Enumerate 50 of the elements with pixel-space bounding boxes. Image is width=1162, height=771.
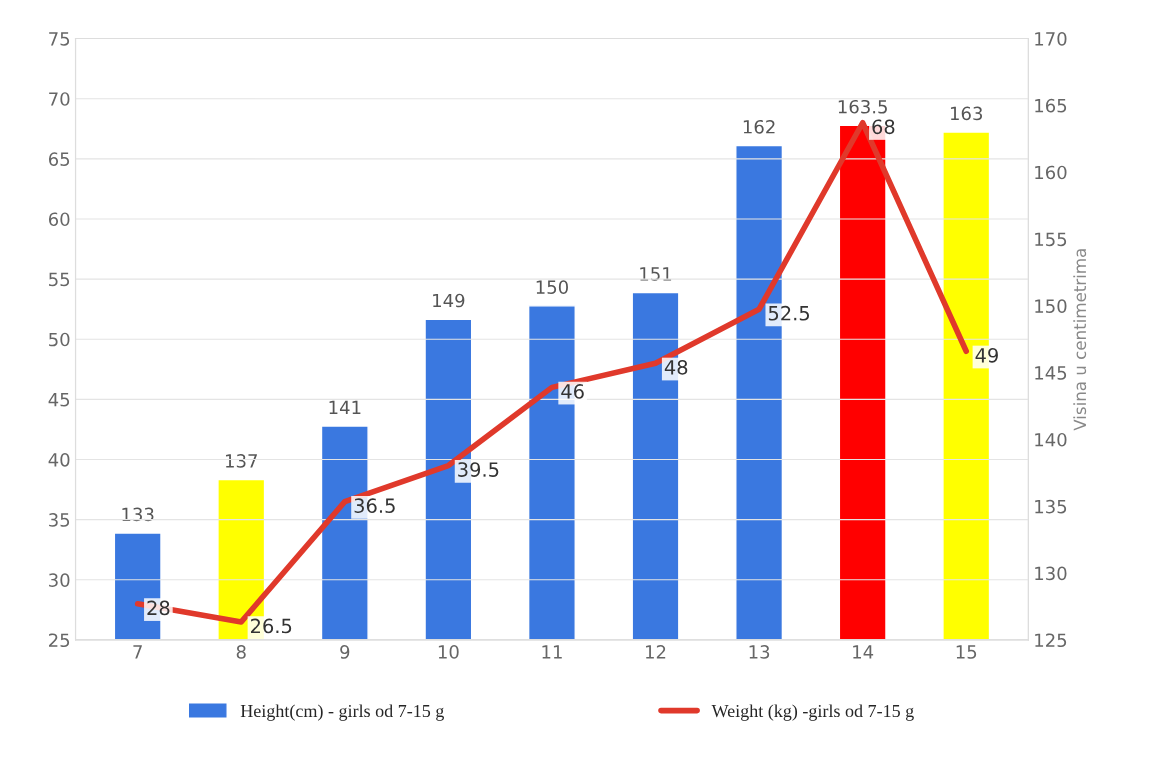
y-tick-label: 60: [48, 212, 70, 227]
y-tick-label: 75: [49, 32, 70, 46]
data-label: 141: [329, 400, 361, 415]
y2-tick-label: 155: [1035, 232, 1067, 247]
x-tick-label: 8: [236, 645, 246, 659]
y-tick-label: 30: [49, 573, 70, 587]
y-tick-label: 45: [48, 393, 70, 407]
y-tick-label: 65: [48, 152, 70, 166]
y2-tick-label: 145: [1035, 366, 1067, 380]
x-tick-label: 13: [749, 645, 770, 659]
data-label: 48: [664, 359, 688, 375]
legend-label: Weight (kg) -girls od 7-15 g: [711, 704, 914, 721]
y2-tick-label: 135: [1035, 499, 1067, 514]
y-tick-label: 25: [49, 633, 70, 648]
x-tick-label: 12: [646, 645, 666, 659]
data-label: 49: [975, 347, 998, 363]
x-tick-label: 15: [956, 645, 977, 659]
y2-tick-label: 130: [1035, 566, 1067, 581]
legend-label: Height(cm) - girls od 7-15 g: [240, 704, 444, 721]
data-label: 163.5: [838, 99, 887, 114]
y2-tick-label: 140: [1035, 432, 1067, 447]
y2-tick-label: 160: [1035, 165, 1067, 180]
data-label: 162: [743, 119, 775, 134]
y-tick-label: 55: [49, 272, 70, 287]
x-tick-label: 7: [133, 645, 142, 659]
y-tick-label: 40: [48, 452, 70, 467]
data-label: 149: [433, 293, 465, 308]
data-label: 39.5: [458, 462, 499, 477]
data-label: 52.5: [768, 305, 810, 321]
x-tick-label: 9: [340, 645, 350, 659]
data-label: 26.5: [251, 618, 292, 634]
data-label: 36.5: [354, 498, 395, 513]
y-tick-label: 35: [49, 513, 70, 527]
data-label: 46: [561, 384, 584, 399]
y-tick-label: 70: [49, 92, 70, 106]
x-tick-label: 14: [853, 645, 874, 659]
x-tick-label: 10: [438, 645, 459, 659]
x-tick-label: 11: [542, 645, 562, 659]
y2-tick-label: 170: [1035, 32, 1067, 46]
data-label: 137: [225, 454, 257, 468]
y-tick-label: 50: [49, 332, 70, 347]
data-label: 68: [872, 119, 895, 135]
y2-tick-label: 165: [1035, 98, 1067, 113]
y2-axis-title: Visina u centimetrima: [1073, 249, 1087, 431]
data-label: 151: [640, 267, 672, 281]
data-label: 163: [950, 106, 983, 121]
data-label: 150: [536, 280, 568, 294]
y2-tick-label: 150: [1035, 299, 1067, 313]
data-label: 28: [147, 600, 170, 616]
y2-tick-label: 125: [1035, 633, 1067, 648]
